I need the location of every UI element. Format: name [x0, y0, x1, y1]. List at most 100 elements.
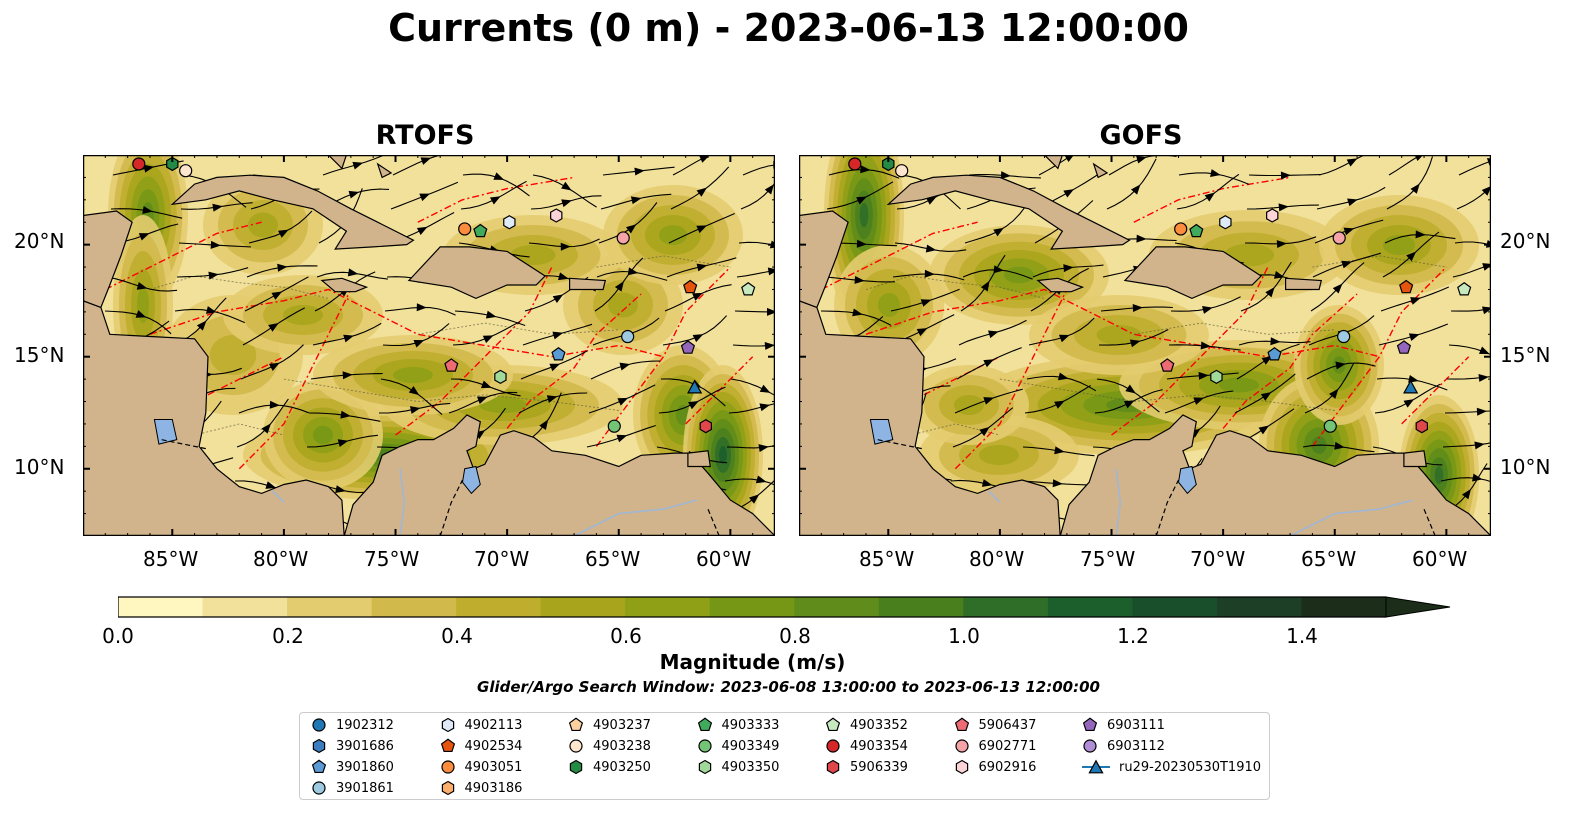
streamline-arrow — [138, 233, 150, 241]
eez-boundary — [954, 289, 1068, 470]
float-marker — [848, 157, 862, 171]
legend-marker-icon — [826, 739, 840, 753]
bathymetry-contour — [194, 423, 285, 436]
streamline-arrow — [560, 242, 571, 251]
legend-entry: 4903354 — [824, 736, 908, 756]
river-line — [1115, 468, 1122, 536]
lat-tick-right-15: 15°N — [1500, 343, 1551, 367]
streamline-arrow — [1265, 287, 1275, 298]
legend-entry: 3901860 — [310, 757, 394, 777]
eez-boundary — [238, 289, 352, 470]
country-border — [439, 479, 464, 536]
float-marker — [895, 164, 909, 178]
lon-tick-l-70: 70°W — [474, 547, 530, 571]
streamline-arrow — [852, 308, 863, 317]
colorbar-tick: 1.4 — [1286, 624, 1318, 648]
lon-tick-l-85: 85°W — [143, 547, 199, 571]
legend-marker-icon — [568, 717, 584, 732]
land-polygon — [1036, 277, 1085, 293]
speed-field-patch — [719, 446, 727, 464]
streamline-arrow — [552, 294, 564, 304]
streamline-arrow — [1270, 337, 1281, 346]
streamline-arrow — [692, 292, 703, 301]
lon-tick-l-65: 65°W — [585, 547, 641, 571]
streamline-arrow — [1478, 373, 1489, 382]
legend-label: 4903250 — [593, 759, 651, 775]
legend-marker-icon — [312, 781, 326, 795]
streamline-arrow — [271, 291, 283, 300]
streamline-arrow — [485, 310, 497, 319]
legend-symbol — [568, 717, 584, 732]
river-line — [1289, 499, 1414, 536]
streamline-arrow — [269, 400, 280, 409]
float-marker — [473, 223, 488, 238]
streamline-arrow — [925, 244, 937, 253]
streamline-arrow — [856, 196, 867, 205]
streamline-arrow — [988, 330, 999, 339]
streamline-arrow — [758, 444, 769, 453]
streamline-arrow — [764, 184, 775, 195]
legend-marker-icon — [1083, 739, 1097, 753]
lon-tick-r-60: 60°W — [1412, 547, 1468, 571]
lon-tick-l-60: 60°W — [696, 547, 752, 571]
float-marker — [616, 231, 630, 245]
streamline-arrow — [1485, 239, 1491, 248]
speed-field-patch — [510, 245, 556, 265]
streamline-arrow — [208, 271, 219, 280]
legend-entry: 3901861 — [310, 778, 394, 798]
streamline-arrow — [755, 475, 767, 484]
streamline-arrow — [916, 328, 928, 337]
streamline-arrow — [1130, 184, 1141, 195]
float-marker — [166, 156, 179, 172]
float-marker — [1399, 279, 1414, 294]
float-marker — [1403, 379, 1419, 394]
lake-polygon — [461, 465, 481, 495]
legend-marker-icon — [441, 717, 454, 733]
streamline-arrow — [1063, 264, 1074, 273]
streamline-arrow — [420, 157, 432, 165]
land-polygon — [327, 155, 348, 170]
streamline-arrow — [342, 371, 353, 380]
legend-label: 4903051 — [464, 759, 523, 775]
streamline-arrow — [1335, 361, 1346, 370]
legend-entry: 4903186 — [439, 778, 522, 798]
streamline-arrow — [1136, 155, 1147, 164]
land-polygon — [320, 277, 369, 293]
streamline-arrow — [1132, 304, 1143, 313]
lon-tick-r-80: 80°W — [969, 547, 1025, 571]
float-marker — [1266, 208, 1279, 223]
legend-label: 1902312 — [336, 717, 394, 733]
streamline-arrow — [924, 269, 935, 278]
panel-title-rtofs: RTOFS — [375, 120, 475, 151]
streamline-arrow — [1329, 388, 1339, 399]
speed-field-patch — [393, 367, 433, 383]
streamline-arrow — [993, 227, 1004, 237]
colorbar — [117, 596, 1453, 622]
figure-title: Currents (0 m) - 2023-06-13 12:00:00 — [388, 6, 1189, 50]
streamline-arrow — [979, 426, 990, 437]
colorbar-segment — [456, 597, 542, 617]
legend-label: 4902534 — [464, 738, 523, 754]
streamline-arrow — [1202, 306, 1213, 314]
streamline-arrow — [196, 320, 207, 331]
legend-label: 4903237 — [593, 717, 651, 733]
eez-boundary — [395, 266, 553, 436]
speed-field-patch — [859, 202, 869, 228]
streamline-arrow — [759, 403, 771, 412]
legend-label: 3901860 — [336, 759, 394, 775]
streamline-arrow — [561, 199, 572, 208]
streamline — [1458, 160, 1491, 176]
streamline-arrow — [1204, 192, 1216, 202]
bathymetry-contour — [1312, 255, 1447, 268]
land-polygon — [569, 277, 607, 291]
map-frame — [799, 155, 1491, 536]
legend-entry: 6902771 — [953, 736, 1036, 756]
streamline-arrow — [1125, 384, 1136, 394]
legend-symbol — [312, 781, 326, 795]
streamline-arrow — [539, 419, 549, 431]
bathymetry-contour — [999, 378, 1335, 411]
colorbar-tick: 1.2 — [1117, 624, 1149, 648]
streamline-arrow — [748, 494, 760, 504]
streamline-arrow — [1136, 234, 1147, 243]
speed-field-patch — [1219, 377, 1259, 393]
